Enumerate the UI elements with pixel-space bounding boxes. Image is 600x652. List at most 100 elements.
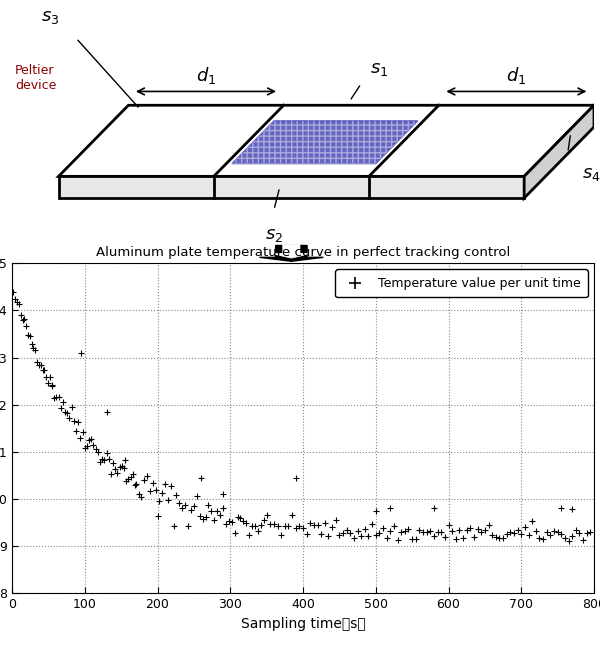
Polygon shape (259, 245, 323, 261)
Point (469, 532, 479, 542)
Point (305, 518, 315, 528)
Text: $s_2$: $s_2$ (265, 226, 283, 244)
Point (73, 417, 83, 427)
Point (157, 488, 167, 499)
Point (455, 525, 464, 535)
Text: $s_1$: $s_1$ (370, 59, 388, 78)
Point (169, 522, 178, 532)
Point (8, 287, 18, 297)
Point (582, 528, 592, 539)
Point (328, 522, 337, 532)
Point (277, 529, 286, 540)
Point (335, 529, 344, 540)
Point (422, 527, 431, 537)
Point (126, 471, 136, 482)
Point (47, 380, 57, 391)
Point (166, 481, 175, 491)
Polygon shape (524, 105, 594, 198)
Point (545, 530, 555, 541)
Point (556, 502, 566, 512)
Point (313, 520, 322, 531)
Point (374, 528, 384, 539)
Point (195, 511, 205, 521)
Point (517, 529, 526, 539)
Point (250, 521, 260, 531)
Point (265, 518, 275, 529)
Point (356, 531, 366, 541)
Point (175, 498, 184, 509)
Polygon shape (271, 244, 312, 258)
Point (298, 523, 308, 533)
Point (206, 506, 216, 516)
Point (27, 339, 37, 349)
Point (86, 434, 96, 444)
Point (466, 523, 475, 533)
Point (527, 516, 537, 526)
Point (69, 416, 79, 426)
Point (309, 520, 319, 531)
Point (178, 503, 187, 513)
Point (95, 456, 105, 467)
Point (31, 345, 40, 355)
Point (43, 378, 53, 388)
Point (448, 526, 457, 537)
Point (198, 514, 208, 525)
Point (549, 526, 559, 536)
Point (560, 533, 570, 543)
Point (160, 479, 170, 489)
Point (85, 434, 94, 445)
Point (346, 528, 355, 539)
Point (586, 527, 595, 538)
Point (407, 533, 417, 544)
Point (462, 525, 472, 535)
Point (262, 510, 271, 520)
Point (280, 521, 290, 531)
Point (400, 526, 410, 537)
Point (338, 528, 348, 539)
Point (520, 522, 530, 532)
Point (152, 511, 162, 521)
Point (386, 503, 395, 514)
Point (480, 525, 490, 535)
Point (143, 471, 152, 482)
Point (56, 403, 65, 413)
Point (12, 297, 22, 307)
Point (287, 510, 297, 520)
Point (221, 519, 230, 529)
Point (502, 529, 512, 539)
Point (440, 531, 449, 542)
Point (295, 521, 304, 531)
Point (201, 512, 211, 522)
Point (186, 505, 196, 516)
Point (131, 479, 140, 489)
Point (509, 527, 519, 538)
Point (233, 512, 242, 522)
Point (513, 525, 523, 535)
Point (224, 516, 233, 526)
Point (130, 479, 140, 490)
Point (253, 526, 263, 536)
Point (62, 408, 72, 419)
Point (436, 527, 446, 537)
Point (364, 531, 373, 541)
Point (473, 524, 482, 535)
Point (163, 494, 172, 505)
Point (71, 426, 81, 436)
Point (239, 516, 248, 526)
Point (52, 392, 61, 402)
Point (291, 473, 301, 483)
Point (29, 343, 38, 353)
Point (22, 321, 31, 332)
Point (212, 505, 222, 516)
Point (54, 391, 64, 402)
Point (273, 521, 283, 531)
Text: $s_3$: $s_3$ (41, 8, 59, 26)
Point (418, 526, 428, 537)
Point (259, 515, 269, 526)
Point (209, 514, 219, 525)
Point (121, 475, 131, 486)
Point (291, 523, 301, 533)
Point (564, 536, 574, 546)
Point (140, 475, 149, 485)
Point (20, 314, 29, 324)
